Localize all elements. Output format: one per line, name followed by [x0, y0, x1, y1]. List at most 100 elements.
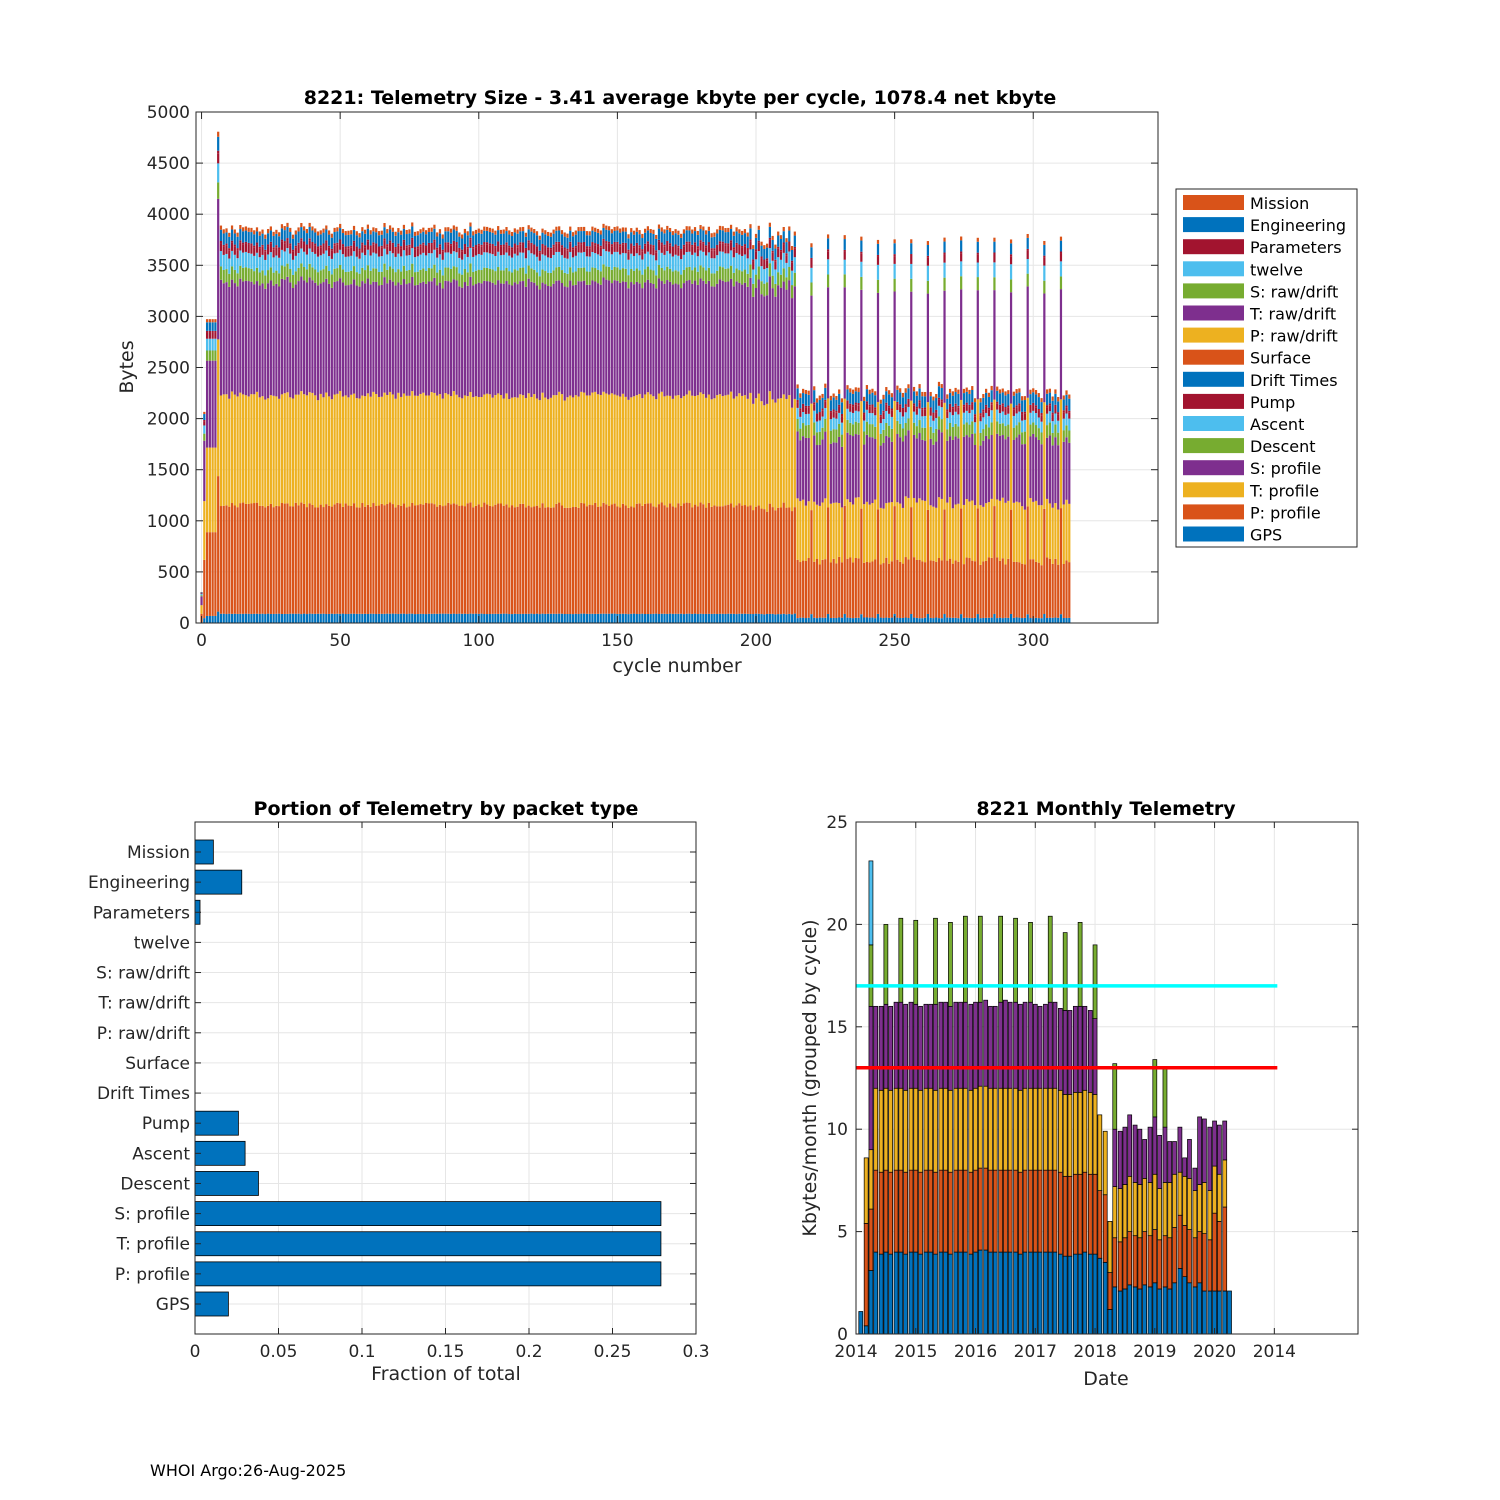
top-bar-segment — [699, 250, 702, 266]
top-bar-segment — [438, 269, 442, 283]
top-bar-segment — [890, 397, 893, 409]
top-bar-segment — [322, 243, 325, 246]
top-bar-segment — [946, 429, 949, 441]
top-bar-segment — [943, 277, 946, 291]
br-bar-segment — [1082, 1171, 1088, 1253]
top-bar-segment — [968, 393, 971, 405]
br-bar-segment — [973, 1001, 978, 1089]
top-bar-segment — [391, 244, 394, 254]
top-bar-segment — [693, 242, 697, 245]
top-bar-segment — [605, 266, 608, 280]
top-bar-segment — [355, 235, 358, 247]
top-bar-segment — [840, 562, 844, 618]
top-bar-segment — [1051, 396, 1054, 401]
top-bar-segment — [996, 403, 999, 410]
top-bar-segment — [935, 409, 938, 413]
top-bar-segment — [907, 418, 910, 431]
top-bar-segment — [829, 410, 832, 413]
br-bar-segment — [943, 1087, 948, 1171]
legend-swatch — [1183, 438, 1244, 454]
top-bar-segment — [899, 437, 902, 504]
top-bar-segment — [727, 268, 730, 282]
top-bar-segment — [413, 257, 417, 273]
top-bar-segment — [322, 507, 325, 614]
top-bar-segment — [946, 440, 949, 503]
top-bar-segment — [483, 267, 486, 281]
top-bar-segment — [242, 244, 245, 253]
top-bar-segment — [250, 394, 253, 504]
top-bar-segment — [391, 253, 394, 269]
top-bar-segment — [541, 228, 544, 233]
top-bar-segment — [236, 396, 239, 508]
br-bar-segment — [903, 1171, 908, 1255]
br-bar-segment — [913, 1169, 919, 1253]
top-bar-segment — [316, 507, 320, 614]
top-bar-segment — [743, 246, 747, 255]
top-bar-segment — [558, 280, 561, 392]
top-bar-segment — [447, 281, 450, 395]
top-bar-segment — [308, 222, 311, 227]
top-bar-segment — [649, 503, 652, 615]
top-bar-segment — [491, 232, 494, 244]
top-bar-segment — [402, 228, 406, 240]
top-bar-segment — [849, 392, 852, 404]
top-bar-segment — [461, 238, 464, 250]
top-bar-segment — [472, 507, 475, 614]
br-bar-segment — [998, 1169, 1003, 1253]
top-bar-segment — [225, 245, 228, 254]
top-bar-segment — [652, 247, 655, 256]
top-bar-segment — [203, 414, 206, 421]
top-bar-segment — [247, 244, 250, 254]
top-bar-segment — [821, 393, 824, 398]
top-bar-segment — [358, 237, 361, 249]
top-bar-segment — [358, 613, 361, 623]
top-bar-segment — [996, 409, 999, 422]
top-bar-segment — [347, 285, 350, 398]
br-bar-segment — [1047, 1001, 1053, 1089]
top-bar-segment — [860, 289, 863, 402]
top-bar-segment — [303, 251, 306, 268]
top-bar-segment — [555, 243, 558, 252]
top-bar-segment — [424, 230, 428, 235]
top-bar-segment — [258, 613, 261, 623]
top-bar-segment — [1007, 405, 1010, 408]
br-bar-segment — [992, 1251, 998, 1335]
top-bar-segment — [973, 505, 977, 562]
top-bar-segment — [777, 246, 780, 249]
top-bar-segment — [275, 283, 278, 397]
top-bar-segment — [1043, 244, 1046, 256]
top-bar-segment — [250, 243, 253, 246]
top-bar-segment — [255, 244, 259, 253]
top-bar-segment — [447, 231, 450, 243]
top-bar-segment — [585, 613, 589, 623]
br-bar-segment — [1212, 1120, 1217, 1167]
br-bar-segment — [963, 1169, 968, 1253]
top-bar-segment — [1051, 563, 1054, 618]
top-bar-segment — [649, 233, 652, 245]
top-bar-segment — [943, 290, 946, 403]
top-bar-segment — [674, 613, 677, 623]
top-bar-segment — [924, 427, 927, 441]
top-bar-segment — [635, 253, 638, 269]
br-bar-segment — [1137, 1128, 1143, 1185]
top-bar-segment — [352, 393, 356, 504]
top-bar-segment — [937, 397, 941, 400]
top-bar-segment — [386, 246, 389, 255]
top-bar-segment — [613, 280, 616, 395]
top-bar-segment — [278, 236, 281, 248]
bl-category-label: Parameters — [93, 903, 190, 923]
top-bar-segment — [474, 396, 478, 506]
top-bar-segment — [519, 267, 522, 282]
top-bar-segment — [369, 255, 372, 271]
top-bar-segment — [1001, 388, 1004, 393]
top-bar-segment — [408, 244, 411, 247]
top-bar-segment — [915, 414, 918, 427]
top-bar-segment — [510, 614, 514, 623]
top-bar-segment — [607, 266, 611, 281]
top-bar-segment — [779, 249, 783, 252]
top-bar-segment — [546, 247, 550, 250]
top-bar-segment — [904, 392, 907, 405]
top-bar-segment — [807, 394, 810, 406]
top-bar-segment — [674, 283, 677, 396]
top-bar-segment — [427, 503, 430, 614]
